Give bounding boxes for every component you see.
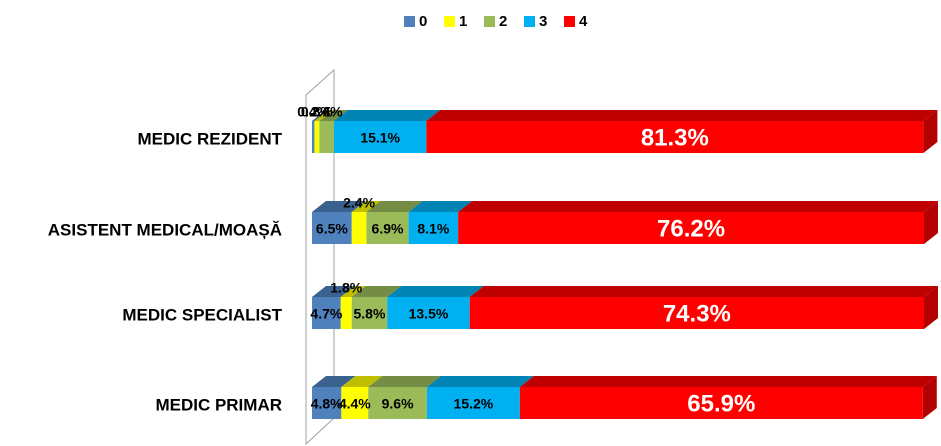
legend-label: 1 [459,13,467,30]
bar [334,121,427,153]
data-label: 0.8% [301,104,333,120]
legend-swatch [564,16,575,27]
bar-top [387,286,484,297]
data-label: 15.2% [454,396,494,412]
bar-top [458,201,938,212]
bar-top [312,201,366,212]
bar [341,387,369,419]
bar [351,297,388,329]
bar-top [351,286,402,297]
category-label: MEDIC SPECIALIST [122,305,282,324]
data-label: 81.3% [641,124,709,151]
data-label: 74.3% [663,300,731,327]
bar-top [426,376,534,387]
legend-label: 2 [499,13,507,30]
data-label: 4.7% [310,306,342,322]
bar [458,212,924,244]
legend-label: 3 [539,13,547,30]
data-label: 15.1% [360,130,400,146]
bar [469,297,924,329]
legend-label: 0 [419,13,427,30]
legend-swatch [524,16,535,27]
data-label: 4.4% [339,396,371,412]
bar [340,297,352,329]
data-label: 1.8% [330,280,362,296]
bar-top [469,286,938,297]
data-label: 2.4% [311,104,343,120]
category-label: MEDIC REZIDENT [138,129,283,148]
bar [319,121,335,153]
bar-side [924,201,938,244]
category-label: MEDIC PRIMAR [155,395,282,414]
bar [351,212,367,244]
bar [408,212,459,244]
bar [366,212,409,244]
legend-swatch [444,16,455,27]
bar [387,297,470,329]
data-label: 2.4% [343,195,375,211]
bar-top [519,376,937,387]
bar [426,387,520,419]
data-label: 65.9% [687,390,755,417]
bar-side [922,376,937,419]
data-label: 0.4% [297,104,329,120]
legend-swatch [484,16,495,27]
bar [312,297,341,329]
data-label: 13.5% [409,306,449,322]
bar [519,387,923,419]
bar-top [368,376,441,387]
bar-top [408,201,473,212]
bar-top [351,201,381,212]
bar [312,212,352,244]
bar [312,121,315,153]
bar-top [312,376,356,387]
category-label: ASISTENT MEDICAL/MOAȘĂ [48,220,282,239]
bar-top [340,286,366,297]
data-label: 8.1% [417,221,449,237]
bar-side [924,286,938,329]
bar [426,121,924,153]
bar-top [334,110,441,121]
data-label: 6.9% [372,221,404,237]
data-label: 76.2% [657,215,725,242]
data-label: 5.8% [354,306,386,322]
bar-top [426,110,938,121]
bar [314,121,320,153]
bar [312,387,342,419]
bar-top [319,110,349,121]
bar-top [314,110,334,121]
bar-top [341,376,383,387]
bar [368,387,427,419]
bar-top [312,286,355,297]
data-label: 4.8% [311,396,343,412]
legend-swatch [404,16,415,27]
bar-side [923,110,938,153]
legend-label: 4 [579,13,588,30]
bar-top [312,110,329,121]
data-label: 6.5% [316,221,348,237]
bar-top [366,201,423,212]
data-label: 9.6% [382,396,414,412]
